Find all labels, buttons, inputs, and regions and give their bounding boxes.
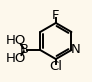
Text: Cl: Cl bbox=[49, 60, 62, 73]
Text: B: B bbox=[20, 43, 29, 56]
Text: F: F bbox=[52, 9, 60, 22]
Text: HO: HO bbox=[6, 34, 26, 47]
Text: HO: HO bbox=[6, 52, 27, 65]
Text: N: N bbox=[70, 43, 80, 56]
